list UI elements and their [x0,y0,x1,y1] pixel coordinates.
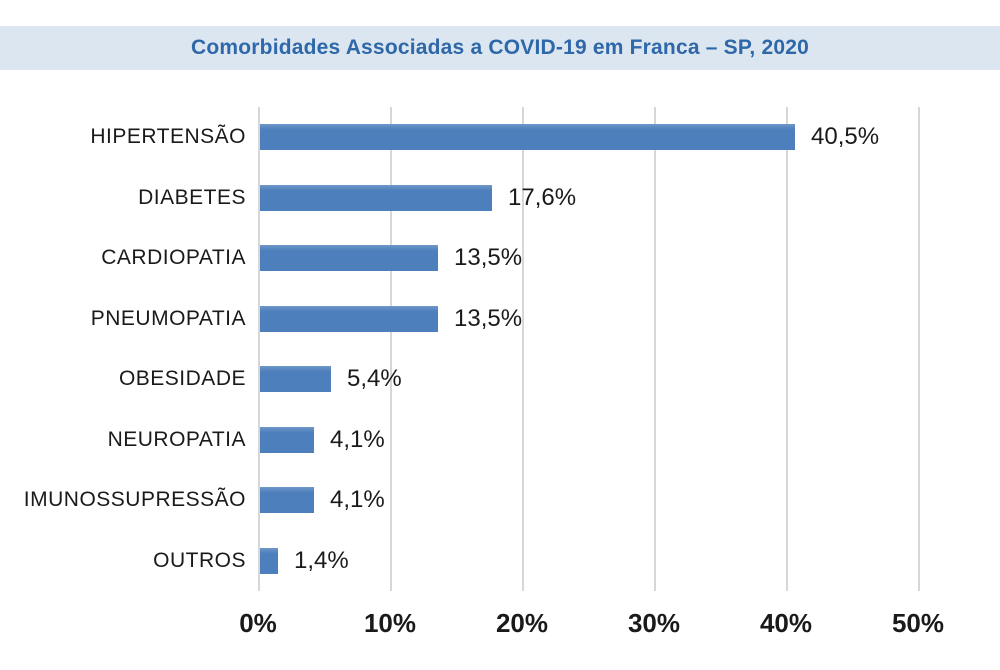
page-title: Comorbidades Associadas a COVID-19 em Fr… [191,36,809,59]
x-axis-tick-label: 30% [627,608,681,638]
bar-row: OUTROS 1,4% [0,531,1000,591]
category-label: NEUROPATIA [107,427,246,451]
gridline-30pct [654,107,656,591]
x-axis-tick-label: 50% [891,608,945,638]
value-label: 4,1% [330,425,385,453]
bar-outros [260,547,278,574]
value-label: 4,1% [330,486,385,513]
gridline-0pct [258,107,260,591]
bar-row: DIABETES 17,6% [0,168,1000,228]
bar-row: HIPERTENSÃO 40,5% [0,107,1000,167]
category-label: HIPERTENSÃO [90,125,246,148]
title-banner: Comorbidades Associadas a COVID-19 em Fr… [0,26,1000,70]
bar-cardiopatia [260,245,438,271]
bar-hipertensao [260,124,795,150]
value-label: 5,4% [347,365,402,392]
category-label: DIABETES [138,185,246,209]
bar-row: NEUROPATIA 4,1% [0,410,1000,470]
bar-imunossupressao [260,487,314,513]
bar-pneumopatia [260,305,438,332]
x-axis-tick-label: 0% [239,608,277,638]
x-axis-tick-label: 20% [495,608,549,638]
bar-row: PNEUMOPATIA 13,5% [0,289,1000,349]
gridline-40pct [786,107,788,591]
bar-diabetes [260,184,492,211]
value-label: 1,4% [294,546,349,574]
bar-obesidade [260,366,331,392]
value-label: 13,5% [454,304,523,332]
gridline-50pct [918,107,920,591]
category-label: OUTROS [153,548,246,572]
value-label: 13,5% [454,244,523,271]
bar-row: IMUNOSSUPRESSÃO 4,1% [0,470,1000,530]
category-label: IMUNOSSUPRESSÃO [23,488,246,511]
x-axis-tick-label: 10% [363,608,417,638]
gridline-10pct [390,107,392,591]
category-label: OBESIDADE [118,367,246,390]
value-label: 40,5% [811,123,880,150]
category-label: PNEUMOPATIA [90,306,246,330]
gridline-20pct [522,107,524,591]
bar-row: CARDIOPATIA 13,5% [0,228,1000,288]
value-label: 17,6% [508,183,577,211]
x-axis-tick-label: 40% [759,608,813,638]
category-label: CARDIOPATIA [101,246,246,269]
bar-neuropatia [260,426,314,453]
bar-row: OBESIDADE 5,4% [0,349,1000,409]
